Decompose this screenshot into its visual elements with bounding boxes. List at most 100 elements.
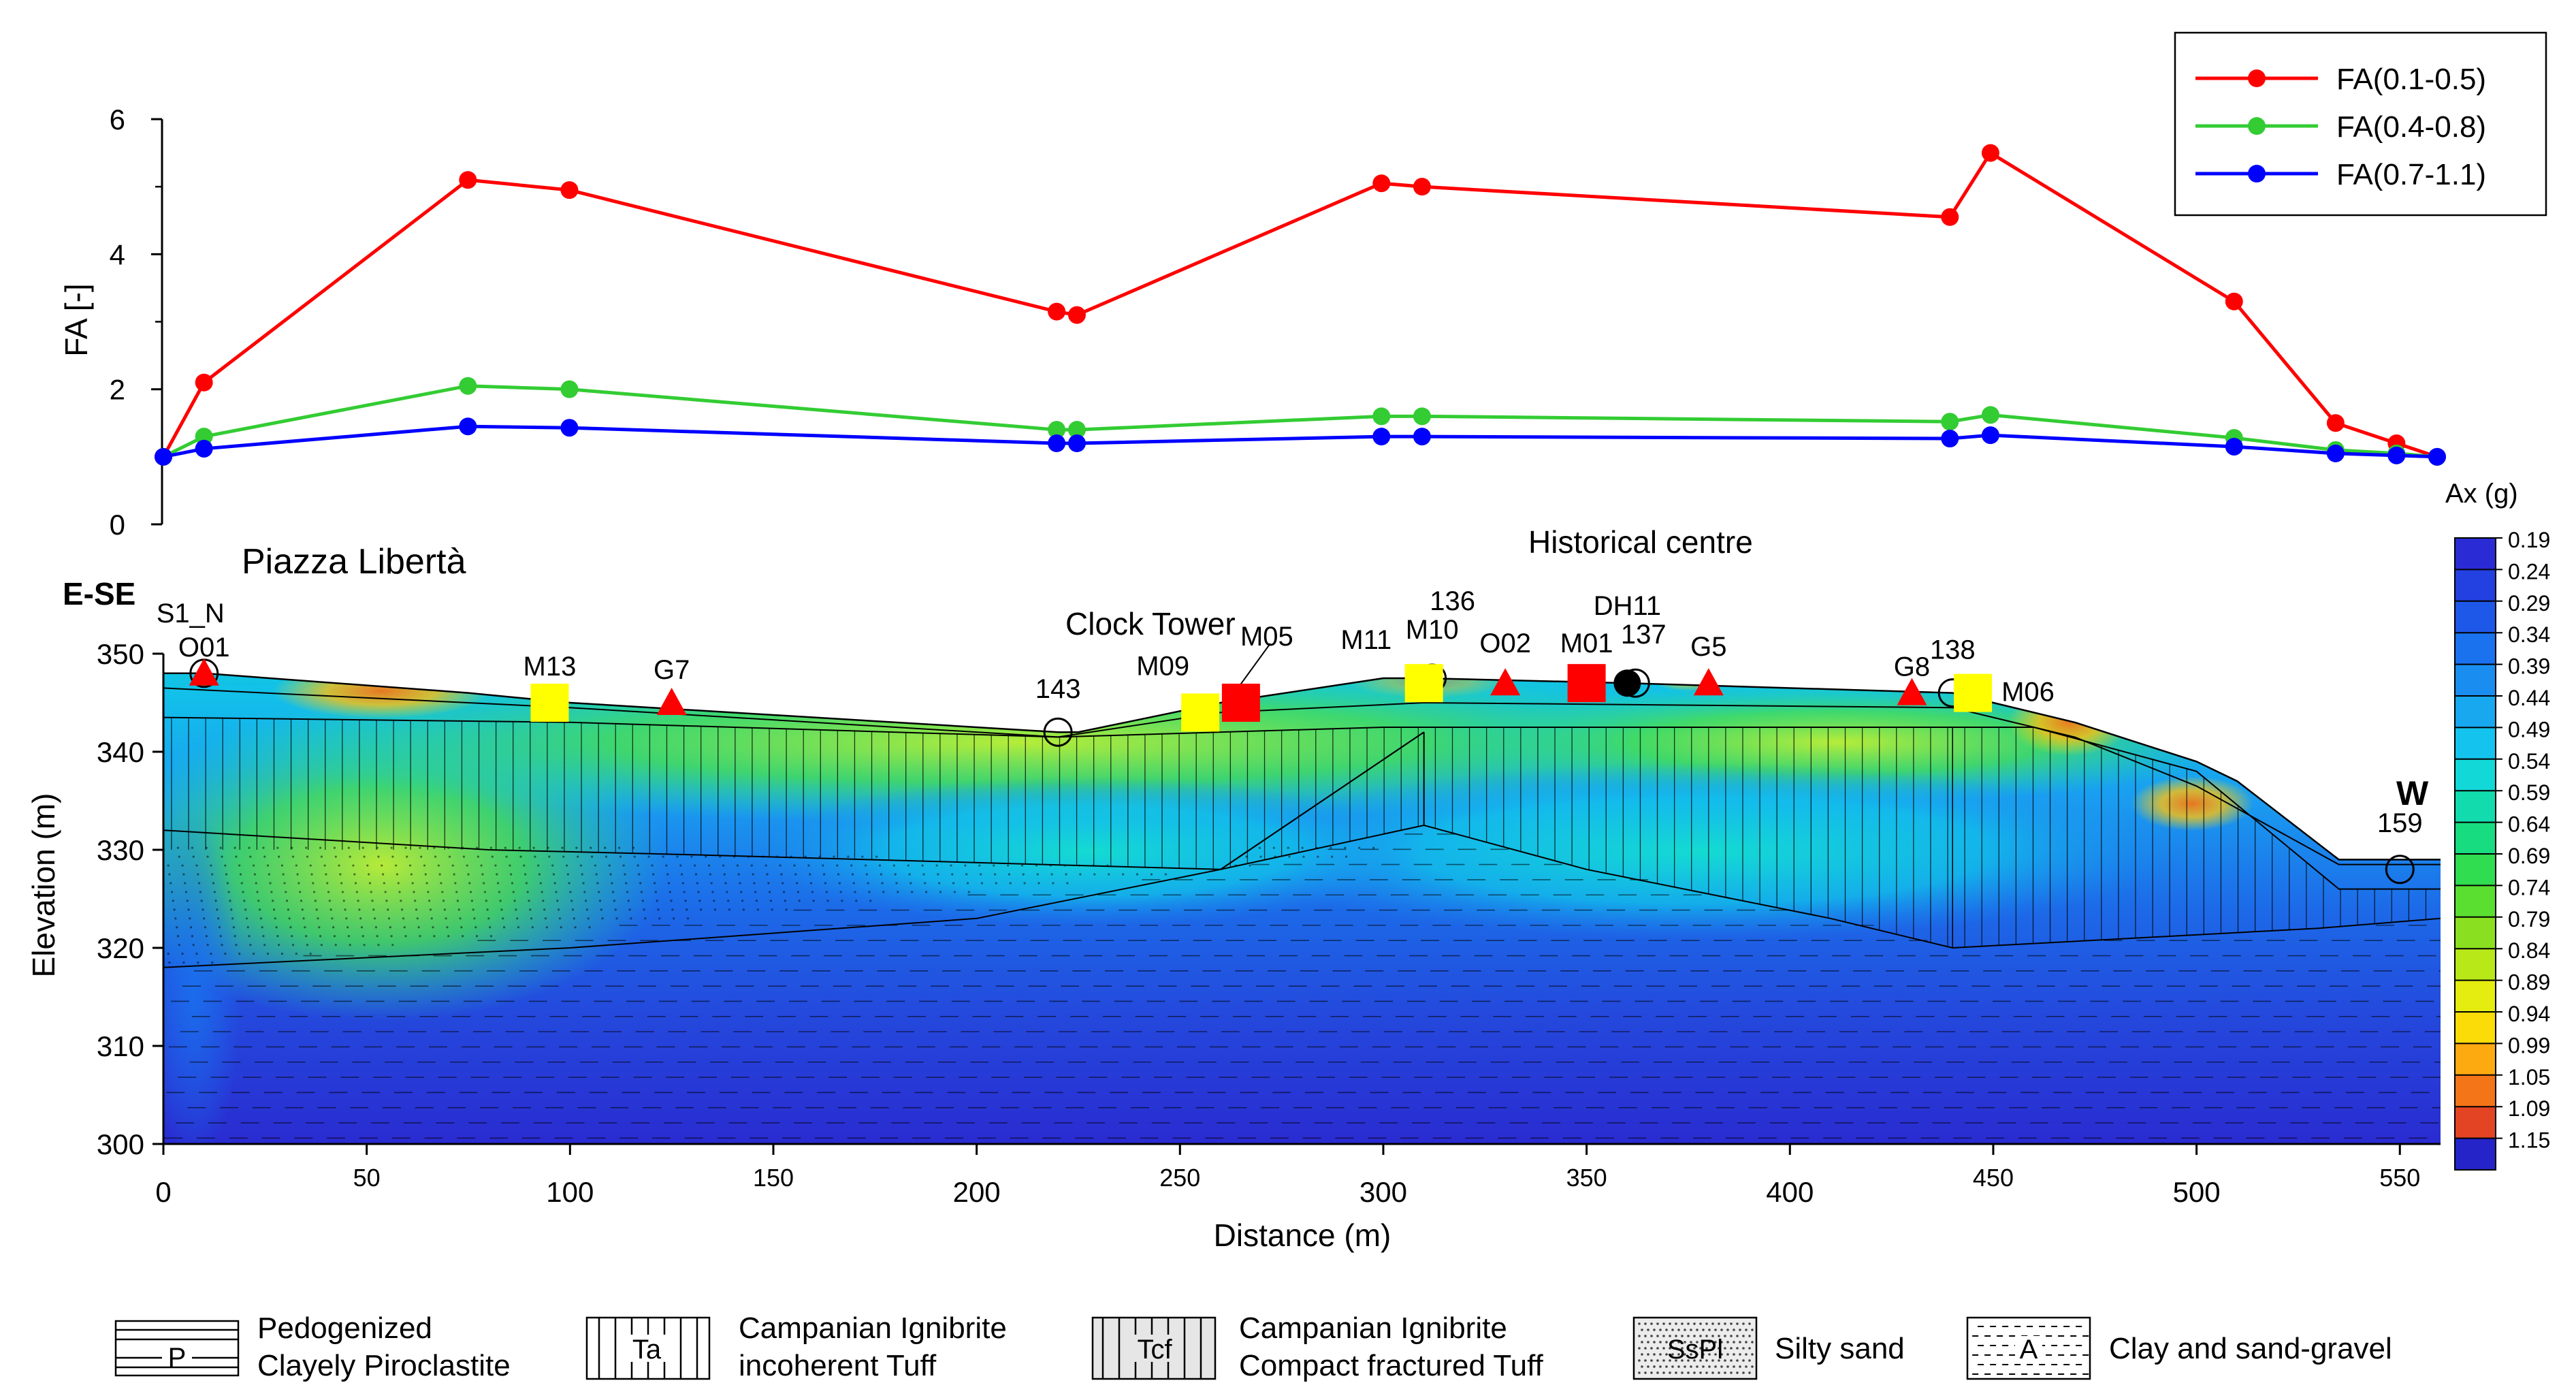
dot bbox=[513, 900, 516, 902]
swatch-dot bbox=[1742, 1359, 1745, 1362]
dot bbox=[796, 882, 799, 885]
swatch-dot bbox=[1665, 1365, 1668, 1368]
dot bbox=[466, 864, 468, 867]
hvsr-triangle-marker bbox=[656, 688, 687, 715]
dot bbox=[582, 882, 585, 885]
swatch-dot bbox=[1714, 1353, 1717, 1356]
section-ytick-label: 350 bbox=[97, 638, 144, 670]
dot bbox=[195, 864, 198, 867]
dot bbox=[372, 908, 375, 911]
dot bbox=[780, 873, 783, 876]
fa-point bbox=[1372, 407, 1391, 426]
dot bbox=[632, 846, 635, 849]
dot bbox=[302, 917, 305, 920]
dot bbox=[285, 900, 289, 902]
swatch-dot bbox=[1730, 1371, 1733, 1374]
dot bbox=[651, 864, 654, 867]
swatch-dot bbox=[1641, 1353, 1643, 1356]
dot bbox=[174, 917, 177, 920]
dot bbox=[181, 953, 184, 955]
swatch-dot bbox=[1656, 1347, 1659, 1350]
swatch-dot bbox=[1751, 1329, 1754, 1331]
fa-point bbox=[1413, 178, 1431, 196]
dot bbox=[187, 908, 190, 911]
dot bbox=[551, 864, 554, 867]
dot bbox=[216, 908, 219, 911]
dot bbox=[921, 864, 924, 867]
dot bbox=[742, 908, 745, 911]
dot bbox=[232, 926, 235, 929]
dot bbox=[255, 882, 257, 885]
colorbar-label: 1.09 bbox=[2508, 1096, 2550, 1121]
swatch-dot bbox=[1690, 1353, 1692, 1356]
dot bbox=[361, 935, 364, 938]
dot bbox=[243, 900, 246, 902]
dot bbox=[1122, 873, 1125, 876]
dot bbox=[191, 846, 194, 849]
dot bbox=[398, 891, 401, 893]
dot bbox=[727, 900, 730, 902]
dot bbox=[291, 935, 293, 938]
dot bbox=[443, 908, 446, 911]
swatch-code: SsPl bbox=[1667, 1335, 1723, 1365]
swatch-dot bbox=[1733, 1341, 1735, 1343]
dot bbox=[397, 882, 400, 885]
swatch-dot bbox=[1659, 1353, 1662, 1356]
section-ylabel: Elevation (m) bbox=[26, 793, 61, 978]
dot bbox=[259, 917, 262, 920]
dot bbox=[212, 882, 215, 885]
dot bbox=[1066, 882, 1069, 885]
dot bbox=[404, 935, 407, 938]
swatch-dot bbox=[1677, 1365, 1680, 1368]
dot bbox=[639, 882, 642, 885]
dot bbox=[357, 900, 359, 902]
dot bbox=[978, 864, 981, 867]
dot bbox=[239, 873, 242, 876]
swatch-dot bbox=[1644, 1322, 1647, 1325]
swatch-dot bbox=[1733, 1365, 1735, 1368]
fa-point bbox=[459, 171, 477, 189]
dot bbox=[447, 935, 450, 938]
swatch-dot bbox=[1736, 1335, 1739, 1337]
dot bbox=[769, 891, 771, 893]
swatch-dot bbox=[1684, 1353, 1686, 1356]
dot bbox=[433, 935, 436, 938]
station-label: G8 bbox=[1894, 652, 1930, 682]
dot bbox=[562, 855, 565, 858]
swatch-dot bbox=[1733, 1353, 1735, 1356]
dot bbox=[511, 882, 514, 885]
orange-zone-5 bbox=[2131, 776, 2253, 831]
colorbar-label: 0.74 bbox=[2508, 875, 2550, 900]
fa-point bbox=[1372, 174, 1391, 193]
swatch-dot bbox=[1702, 1365, 1705, 1368]
dot bbox=[1258, 846, 1261, 849]
station-square-marker bbox=[1181, 693, 1220, 732]
station-label: O02 bbox=[1479, 629, 1531, 658]
swatch-dot bbox=[1638, 1322, 1641, 1325]
dot bbox=[724, 882, 727, 885]
dot bbox=[459, 917, 462, 920]
dot bbox=[332, 926, 335, 929]
dot bbox=[784, 900, 786, 902]
swatch-dot bbox=[1705, 1347, 1708, 1350]
swatch-dot bbox=[1671, 1353, 1674, 1356]
dot bbox=[868, 891, 871, 893]
fa-point bbox=[1067, 434, 1086, 452]
dot bbox=[391, 855, 394, 858]
swatch-dot bbox=[1748, 1335, 1751, 1337]
legend-marker bbox=[2248, 165, 2266, 182]
dot bbox=[850, 864, 853, 867]
dot bbox=[609, 873, 612, 876]
swatch-dot bbox=[1687, 1371, 1690, 1374]
dot bbox=[625, 882, 628, 885]
dot bbox=[323, 864, 326, 867]
dot bbox=[442, 900, 445, 902]
swatch-dot bbox=[1638, 1359, 1641, 1362]
dot bbox=[1008, 873, 1011, 876]
dot bbox=[670, 900, 673, 902]
dot bbox=[205, 935, 208, 938]
dot bbox=[573, 917, 575, 920]
swatch-dot bbox=[1711, 1371, 1714, 1374]
swatch-dot bbox=[1730, 1322, 1733, 1325]
fa-point bbox=[1941, 208, 1959, 226]
